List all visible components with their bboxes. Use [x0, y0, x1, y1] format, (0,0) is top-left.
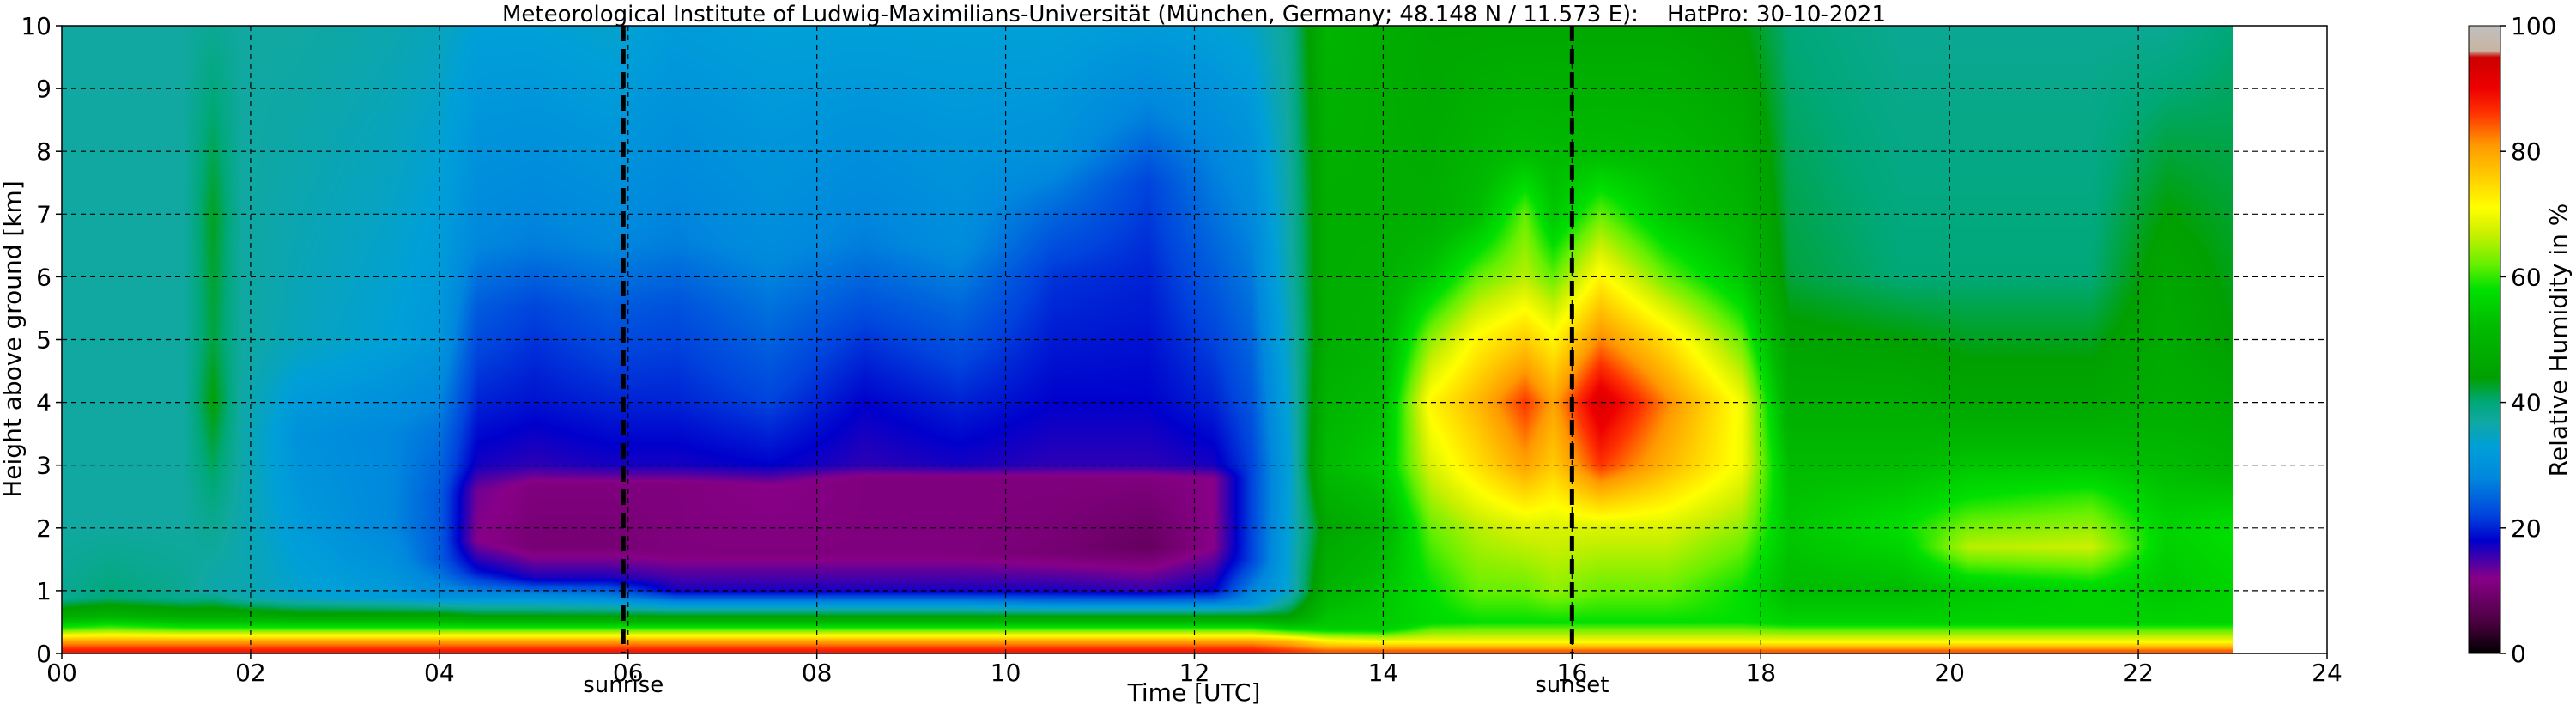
x-tick-label: 20 [1934, 659, 1965, 687]
colorbar: 0 20 40 60 80 100 Relative Humidity in % [2468, 12, 2573, 668]
y-tick-label: 6 [36, 263, 52, 291]
y-axis-label: Height above ground [km] [0, 180, 27, 498]
y-tick-label: 4 [36, 389, 52, 417]
y-tick-label: 2 [36, 514, 52, 543]
colorbar-tick-label: 80 [2511, 137, 2542, 166]
colorbar-bar [2468, 25, 2501, 654]
colorbar-ticks: 0 20 40 60 80 100 [2500, 12, 2556, 668]
y-tick-label: 1 [36, 577, 52, 605]
y-tick-label: 3 [36, 452, 52, 480]
colorbar-tick-label: 20 [2511, 514, 2542, 543]
y-tick-label: 9 [36, 75, 52, 103]
chart-title: Meteorological Institute of Ludwig-Maxim… [502, 2, 1886, 27]
x-tick-label: 14 [1368, 659, 1399, 687]
x-tick-label: 16 [1557, 659, 1588, 687]
y-tick-label: 8 [36, 137, 52, 166]
x-tick-label: 24 [2312, 659, 2343, 687]
x-tick-label: 12 [1179, 659, 1210, 687]
x-tick-label: 10 [991, 659, 1021, 687]
event-layer: sunrise sunset [583, 26, 1609, 698]
x-tick-label: 08 [802, 659, 833, 687]
x-tick-label: 04 [424, 659, 455, 687]
colorbar-label: Relative Humidity in % [2544, 204, 2573, 477]
y-tick-label: 0 [36, 640, 52, 668]
x-tick-label: 22 [2123, 659, 2154, 687]
x-tick-label: 18 [1745, 659, 1776, 687]
x-axis-label: Time [UTC] [1127, 678, 1261, 707]
colorbar-tick-label: 40 [2511, 389, 2542, 417]
y-tick-label: 7 [36, 200, 52, 228]
x-tick-label: 02 [235, 659, 266, 687]
event-label-sunrise: sunrise [583, 672, 664, 698]
x-tick-label: 00 [46, 659, 77, 687]
colorbar-tick-label: 0 [2511, 640, 2526, 668]
y-tick-label: 5 [36, 326, 52, 355]
colorbar-tick-label: 100 [2511, 12, 2556, 40]
x-tick-label: 06 [613, 659, 644, 687]
colorbar-tick-label: 60 [2511, 263, 2542, 291]
y-tick-label: 10 [21, 12, 52, 40]
event-label-sunset: sunset [1535, 672, 1609, 698]
